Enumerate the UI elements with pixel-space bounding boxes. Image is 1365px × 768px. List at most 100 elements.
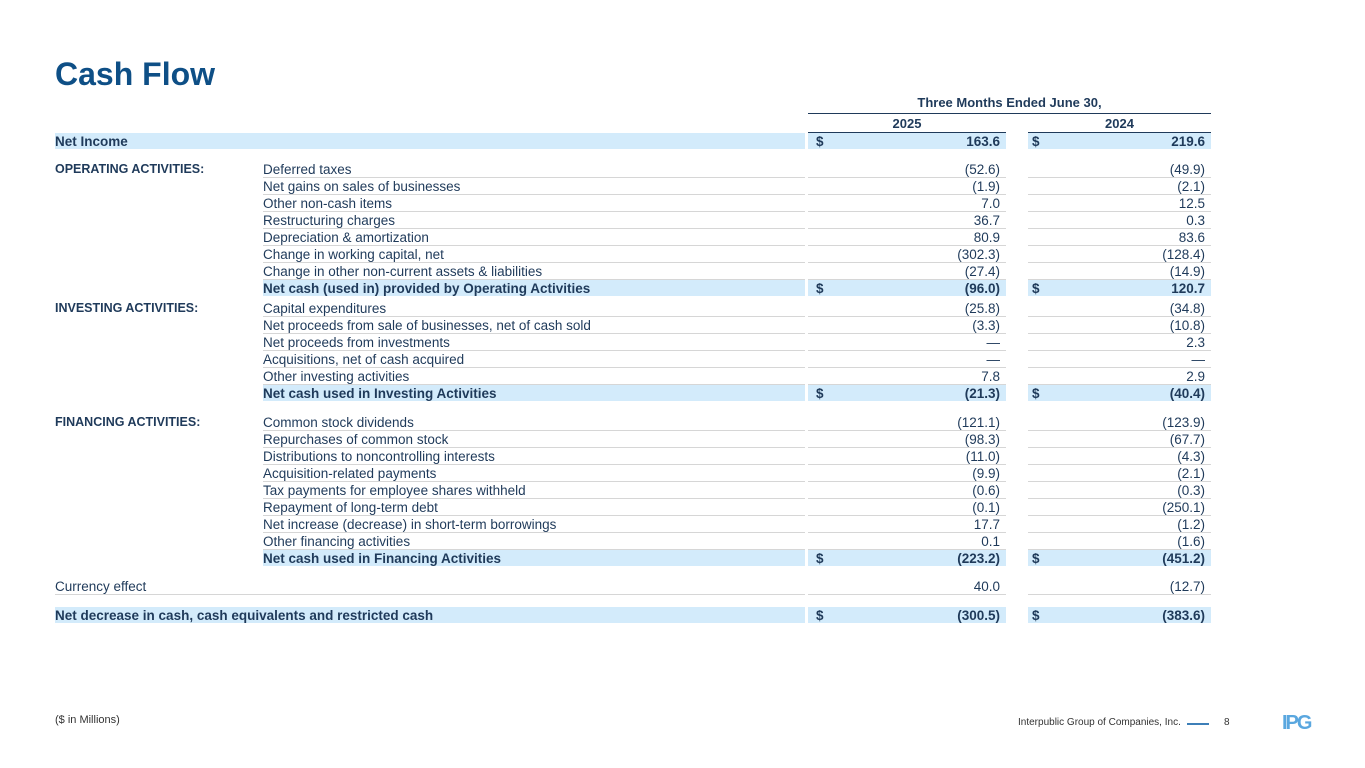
value-2025: 80.9	[808, 229, 1006, 246]
year-2025-header: 2025	[892, 116, 922, 131]
value-2025: $163.6	[808, 133, 1006, 149]
amount: (1.6)	[1177, 534, 1205, 549]
row-label: Change in other non-current assets & lia…	[263, 263, 805, 280]
table-row: Other financing activities 0.1 (1.6)	[55, 533, 1211, 550]
row-label: Net proceeds from sale of businesses, ne…	[263, 317, 805, 334]
value-2025: $ (96.0)	[808, 280, 1006, 296]
amount: 17.7	[973, 517, 1000, 532]
period-header: Three Months Ended June 30,	[917, 95, 1102, 110]
section-label: OPERATING ACTIVITIES:	[55, 162, 205, 176]
value-2024: 2.3	[1028, 334, 1211, 351]
value-2024: (1.2)	[1028, 516, 1211, 533]
amount: 83.6	[1178, 230, 1205, 245]
value-2025: (25.8)	[808, 300, 1006, 317]
dollar-sign: $	[1032, 608, 1040, 623]
value-2024: $ (383.6)	[1028, 607, 1211, 623]
row-label: Distributions to noncontrolling interest…	[263, 448, 805, 465]
value-2024: (14.9)	[1028, 263, 1211, 280]
amount: 0.3	[1186, 213, 1205, 228]
amount: (3.3)	[972, 318, 1000, 333]
amount: 7.8	[981, 369, 1000, 384]
value-2025: 0.1	[808, 533, 1006, 550]
value-2025: (9.9)	[808, 465, 1006, 482]
subtotal-row: Net cash (used in) provided by Operating…	[55, 280, 1211, 297]
value-2025: 36.7	[808, 212, 1006, 229]
footer-divider	[1187, 723, 1209, 725]
amount: (2.1)	[1177, 179, 1205, 194]
value-2024: (10.8)	[1028, 317, 1211, 334]
dollar-sign: $	[816, 281, 824, 296]
row-label: Deferred taxes	[263, 161, 805, 178]
value-2025: 7.0	[808, 195, 1006, 212]
amount: (14.9)	[1169, 264, 1205, 279]
value-2025: (302.3)	[808, 246, 1006, 263]
row-label: Change in working capital, net	[263, 246, 805, 263]
row-label: Net cash (used in) provided by Operating…	[263, 280, 805, 296]
value-2024: $ (40.4)	[1028, 385, 1211, 401]
amount: (52.6)	[964, 162, 1000, 177]
value-2024: (123.9)	[1028, 414, 1211, 431]
table-row: Net proceeds from investments — 2.3	[55, 334, 1211, 351]
value-2024: (4.3)	[1028, 448, 1211, 465]
table-row: Restructuring charges 36.7 0.3	[55, 212, 1211, 229]
row-label: Common stock dividends	[263, 414, 805, 431]
amount: (451.2)	[1162, 551, 1205, 566]
amount: 80.9	[973, 230, 1000, 245]
subtotal-row: Net Income $163.6 $219.6	[55, 133, 1211, 150]
value-2025: —	[808, 351, 1006, 368]
value-2024: 83.6	[1028, 229, 1211, 246]
amount: —	[986, 352, 1001, 367]
row-label: Acquisition-related payments	[263, 465, 805, 482]
amount: (4.3)	[1177, 449, 1205, 464]
amount: 7.0	[981, 196, 1000, 211]
header-rule	[808, 113, 1211, 114]
value-2025: (98.3)	[808, 431, 1006, 448]
amount: 219.6	[1171, 134, 1205, 149]
amount: (67.7)	[1169, 432, 1205, 447]
dollar-sign: $	[1032, 386, 1040, 401]
amount: (121.1)	[957, 415, 1000, 430]
value-2025: (27.4)	[808, 263, 1006, 280]
value-2025: $ (300.5)	[808, 607, 1006, 623]
amount: (250.1)	[1162, 500, 1205, 515]
table-row: OPERATING ACTIVITIES: Deferred taxes (52.6…	[55, 161, 1211, 178]
row-label: Other non-cash items	[263, 195, 805, 212]
table-row: FINANCING ACTIVITIES: Common stock divide…	[55, 414, 1211, 431]
value-2024: (2.1)	[1028, 178, 1211, 195]
row-label: Currency effect	[55, 578, 805, 595]
value-2025: $ (21.3)	[808, 385, 1006, 401]
table-row: Acquisitions, net of cash acquired — —	[55, 351, 1211, 368]
year-rule	[808, 132, 1006, 133]
page-number: 8	[1224, 717, 1230, 728]
amount: (302.3)	[957, 247, 1000, 262]
dollar-sign: $	[816, 386, 824, 401]
amount: —	[986, 335, 1001, 350]
table-row: Repurchases of common stock (98.3) (67.7)	[55, 431, 1211, 448]
amount: (21.3)	[964, 386, 1000, 401]
units-note: ($ in Millions)	[55, 714, 120, 726]
row-label: Net cash used in Financing Activities	[263, 550, 805, 566]
row-label: Other financing activities	[263, 533, 805, 550]
amount: (27.4)	[964, 264, 1000, 279]
dollar-sign: $	[1032, 134, 1040, 149]
subtotal-row: Net cash used in Investing Activities $ (2…	[55, 385, 1211, 402]
table-row: Acquisition-related payments (9.9) (2.1)	[55, 465, 1211, 482]
row-label: Other investing activities	[263, 368, 805, 385]
subtotal-row: Net decrease in cash, cash equivalents a…	[55, 607, 1211, 624]
year-2024-header: 2024	[1105, 116, 1134, 131]
value-2024: (2.1)	[1028, 465, 1211, 482]
value-2025: —	[808, 334, 1006, 351]
amount: (128.4)	[1162, 247, 1205, 262]
amount: (49.9)	[1169, 162, 1205, 177]
table-row: Repayment of long-term debt (0.1) (250.1)	[55, 499, 1211, 516]
row-label: Net decrease in cash, cash equivalents a…	[55, 607, 805, 623]
table-row: Change in other non-current assets & lia…	[55, 263, 1211, 280]
table-row: Currency effect 40.0 (12.7)	[55, 578, 1211, 595]
amount: (10.8)	[1169, 318, 1205, 333]
value-2024: (0.3)	[1028, 482, 1211, 499]
amount: 12.5	[1178, 196, 1205, 211]
value-2025: (121.1)	[808, 414, 1006, 431]
amount: 36.7	[973, 213, 1000, 228]
amount: (11.0)	[965, 449, 1000, 464]
row-label: Net Income	[55, 133, 805, 149]
